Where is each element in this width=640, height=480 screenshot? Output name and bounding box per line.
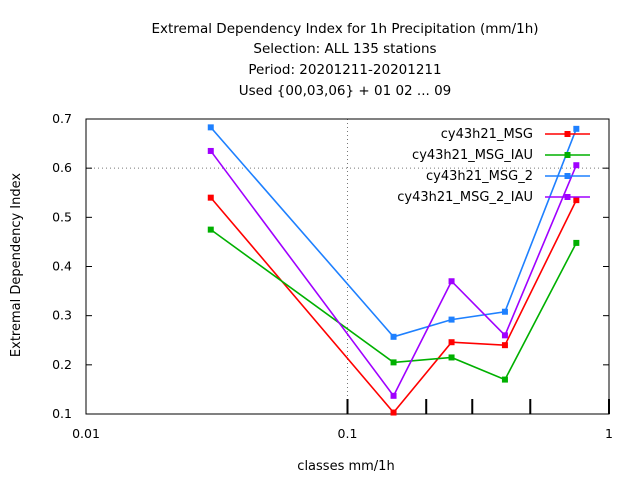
data-point bbox=[573, 162, 580, 169]
legend: cy43h21_MSG cy43h21_MSG_IAU cy43h21_MSG_2c… bbox=[397, 127, 590, 205]
y-tick-label: 0.4 bbox=[52, 259, 72, 274]
y-tick-label: 0.2 bbox=[52, 357, 72, 372]
data-point bbox=[207, 194, 214, 201]
data-point bbox=[390, 333, 397, 340]
axis-ticks: 0.10.20.30.40.50.60.70.01 0.1 1 bbox=[52, 111, 613, 441]
data-point bbox=[207, 124, 214, 131]
data-point bbox=[448, 354, 455, 361]
x-tick-label: 0.1 bbox=[338, 426, 358, 441]
y-axis-label: Extremal Dependency Index bbox=[9, 173, 24, 357]
y-tick-label: 0.6 bbox=[52, 160, 72, 175]
legend-label: cy43h21_MSG_2 bbox=[426, 169, 533, 184]
data-point bbox=[207, 226, 214, 233]
series-line bbox=[210, 197, 578, 414]
data-point bbox=[501, 342, 508, 349]
data-point bbox=[573, 125, 580, 132]
data-point bbox=[448, 316, 455, 323]
series-group bbox=[207, 124, 580, 416]
title-line: Period: 20201211-20201211 bbox=[248, 62, 441, 78]
data-point bbox=[501, 308, 508, 315]
data-point bbox=[207, 147, 214, 154]
title-line: Extremal Dependency Index for 1h Precipi… bbox=[151, 21, 538, 37]
legend-label: cy43h21_MSG bbox=[441, 127, 533, 142]
y-tick-label: 0.1 bbox=[52, 406, 72, 421]
x-tick-label: 0.01 bbox=[72, 426, 100, 441]
data-point bbox=[573, 239, 580, 246]
legend-label: cy43h21_MSG_2_IAU bbox=[397, 190, 533, 205]
y-tick-label: 0.3 bbox=[52, 308, 72, 323]
legend-label: cy43h21_MSG_IAU bbox=[412, 148, 533, 163]
x-tick-label: 1 bbox=[605, 426, 613, 441]
data-point bbox=[573, 197, 580, 204]
y-tick-label: 0.5 bbox=[52, 209, 72, 224]
x-axis-label: classes mm/1h bbox=[297, 459, 394, 474]
data-point bbox=[390, 359, 397, 366]
legend-marker bbox=[564, 194, 571, 200]
data-point bbox=[390, 409, 397, 416]
data-point bbox=[501, 332, 508, 339]
chart-title: Extremal Dependency Index for 1h Precipi… bbox=[151, 21, 538, 99]
legend-marker bbox=[564, 173, 571, 179]
data-point bbox=[501, 376, 508, 383]
y-tick-label: 0.7 bbox=[52, 111, 72, 126]
data-point bbox=[448, 339, 455, 346]
title-line: Used {00,03,06} + 01 02 ... 09 bbox=[239, 83, 452, 99]
data-point bbox=[448, 278, 455, 285]
series-line bbox=[210, 150, 578, 398]
legend-marker bbox=[564, 131, 571, 137]
data-point bbox=[390, 392, 397, 399]
series-line bbox=[210, 228, 578, 381]
legend-marker bbox=[564, 152, 571, 158]
title-line: Selection: ALL 135 stations bbox=[253, 41, 436, 57]
grid bbox=[86, 119, 609, 414]
